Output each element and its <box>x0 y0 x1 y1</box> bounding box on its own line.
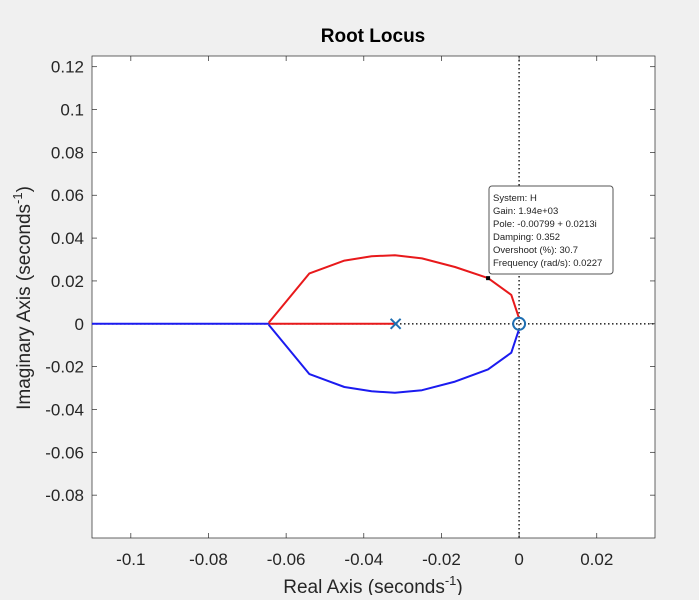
x-tick-label: 0 <box>514 550 523 569</box>
datatip-line: Overshoot (%): 30.7 <box>493 245 578 256</box>
datatip-anchor <box>486 276 491 281</box>
y-tick-label: -0.02 <box>45 358 84 377</box>
series-layer <box>92 254 521 394</box>
chart-title: Root Locus <box>321 26 426 47</box>
y-axis-label-text: Imaginary Axis (seconds <box>14 204 35 410</box>
x-axis-label-tail: ) <box>456 577 462 595</box>
datatip-line: Gain: 1.94e+03 <box>493 206 558 217</box>
x-tick-label: -0.08 <box>189 550 228 569</box>
x-axis-label-sup: -1 <box>445 573 457 588</box>
x-tick-label: -0.1 <box>116 550 145 569</box>
y-axis-label: Imaginary Axis (seconds-1) <box>10 186 35 410</box>
y-tick-label: 0.1 <box>60 101 84 120</box>
pole-marker <box>389 318 402 330</box>
y-tick-label: 0.12 <box>51 58 84 77</box>
x-axis-label-text: Real Axis (seconds <box>283 577 445 595</box>
x-axis-label: Real Axis (seconds-1) <box>283 573 462 595</box>
y-tick-label: -0.06 <box>45 443 84 462</box>
locus-branch-blue <box>267 324 521 394</box>
datatip[interactable]: System: H Gain: 1.94e+03 Pole: -0.00799 + … <box>486 185 614 281</box>
ticks: -0.1 -0.08 -0.06 -0.04 -0.02 0 0.02 0.12 0.1 0.08… <box>45 56 655 569</box>
y-tick-label: 0 <box>75 315 84 334</box>
y-axis-label-sup: -1 <box>10 192 25 204</box>
y-tick-label: -0.04 <box>45 400 84 419</box>
plot-area <box>91 55 656 539</box>
x-tick-label: -0.02 <box>422 550 461 569</box>
y-tick-label: 0.08 <box>51 143 84 162</box>
datatip-line: Pole: -0.00799 + 0.0213i <box>493 219 597 230</box>
y-tick-label: 0.06 <box>51 186 84 205</box>
datatip-line: Damping: 0.352 <box>493 232 560 243</box>
datatip-line: Frequency (rad/s): 0.0227 <box>493 258 602 269</box>
y-tick-label: 0.02 <box>51 272 84 291</box>
x-tick-label: -0.06 <box>267 550 306 569</box>
datatip-box <box>488 185 614 275</box>
datatip-line: System: H <box>493 193 537 204</box>
y-tick-label: 0.04 <box>51 229 84 248</box>
y-tick-label: -0.08 <box>45 486 84 505</box>
x-tick-label: -0.04 <box>344 550 383 569</box>
x-tick-label: 0.02 <box>580 550 613 569</box>
markers <box>389 316 527 331</box>
zero-marker <box>512 316 527 331</box>
y-axis-label-tail: ) <box>14 186 35 192</box>
locus-branch-red <box>267 254 521 324</box>
